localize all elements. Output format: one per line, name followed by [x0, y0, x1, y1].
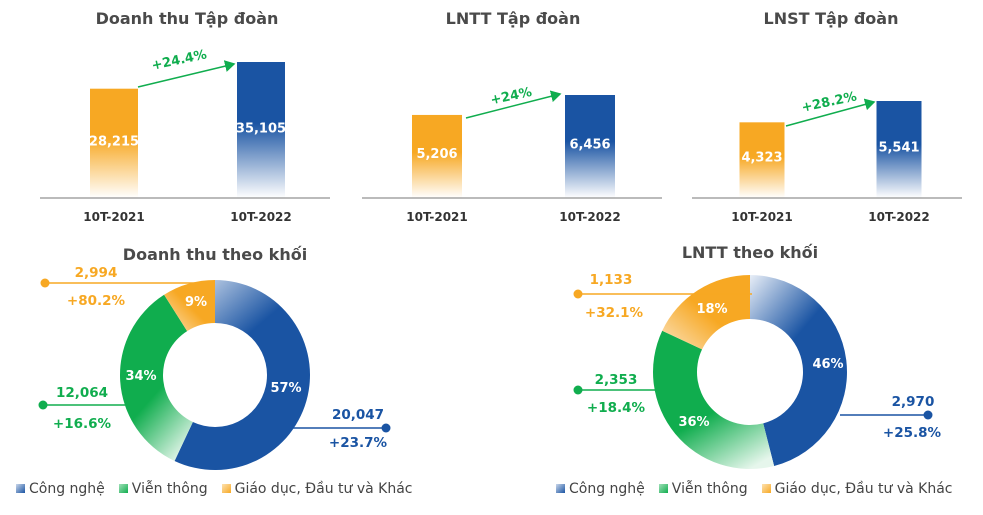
callout-dot-icon [38, 400, 48, 410]
chart-title: LNTT theo khối [682, 243, 818, 262]
bar-value-label: 5,541 [878, 140, 919, 155]
slice-value-label: 2,970 [892, 394, 935, 410]
growth-label: +24.4% [150, 47, 208, 73]
slice-value-label: 2,353 [595, 372, 638, 388]
legend-label: Công nghệ [29, 481, 105, 497]
chart-title: Doanh thu theo khối [123, 245, 307, 264]
bar [237, 62, 285, 198]
bar-value-label: 28,215 [89, 135, 139, 150]
donut-slice [750, 275, 847, 466]
slice-value-label: 20,047 [332, 407, 384, 423]
legend-profit: Công nghệ Viễn thông Giáo dục, Đầu tư và… [556, 481, 953, 497]
green-swatch-icon [658, 484, 668, 493]
legend-item-vien-thong: Viễn thông [118, 481, 208, 497]
x-tick-label: 10T-2022 [559, 210, 621, 224]
legend-item-vien-thong: Viễn thông [658, 481, 748, 497]
callout-dot-icon [40, 278, 50, 288]
growth-arrow [137, 60, 236, 88]
legend-item-cong-nghe: Công nghệ [556, 481, 645, 497]
callout-dot-icon [923, 410, 933, 420]
bar-value-label: 6,456 [569, 138, 610, 153]
donut-slice [652, 330, 775, 470]
legend-label: Viễn thông [671, 481, 748, 497]
x-tick-label: 10T-2021 [83, 210, 145, 224]
blue-swatch-icon [16, 484, 25, 493]
callout-dot-icon [573, 385, 583, 395]
legend-revenue: Công nghệ Viễn thông Giáo dục, Đầu tư và… [16, 481, 413, 497]
green-swatch-icon [118, 484, 128, 493]
callout-dot-icon [573, 289, 583, 299]
legend-item-giao-duc: Giáo dục, Đầu tư và Khác [761, 481, 953, 497]
donut-slice [174, 280, 311, 470]
x-tick-label: 10T-2021 [731, 210, 793, 224]
slice-growth-label: +23.7% [329, 435, 388, 451]
slice-growth-label: +16.6% [53, 416, 112, 432]
slice-growth-label: +25.8% [883, 425, 942, 441]
slice-value-label: 2,994 [75, 265, 118, 281]
blue-swatch-icon [556, 484, 565, 493]
x-tick-label: 10T-2022 [230, 210, 292, 224]
chart-title: LNST Tập đoàn [764, 9, 899, 28]
slice-percent-label: 57% [270, 381, 301, 396]
legend-item-cong-nghe: Công nghệ [16, 481, 105, 497]
growth-label: +28.2% [800, 89, 858, 115]
bar [565, 95, 615, 198]
growth-arrow [785, 98, 876, 127]
chart-title: Doanh thu Tập đoàn [96, 9, 279, 28]
slice-percent-label: 36% [678, 415, 709, 430]
growth-arrow [465, 90, 562, 119]
bar-value-label: 4,323 [741, 151, 782, 166]
slice-growth-label: +80.2% [67, 293, 126, 309]
slice-value-label: 1,133 [590, 272, 633, 288]
legend-label: Giáo dục, Đầu tư và Khác [234, 481, 413, 497]
legend-label: Viễn thông [131, 481, 208, 497]
slice-percent-label: 18% [696, 302, 727, 317]
slice-percent-label: 9% [185, 295, 207, 310]
donut-slice [164, 280, 215, 332]
bar-value-label: 5,206 [416, 147, 457, 162]
orange-swatch-icon [221, 484, 231, 493]
chart-title: LNTT Tập đoàn [446, 9, 581, 28]
legend-label: Công nghệ [569, 481, 645, 497]
slice-value-label: 12,064 [56, 385, 108, 401]
legend-item-giao-duc: Giáo dục, Đầu tư và Khác [221, 481, 413, 497]
callout-dot-icon [381, 423, 391, 433]
slice-growth-label: +18.4% [587, 400, 646, 416]
bar [876, 101, 922, 198]
bar [90, 88, 138, 198]
donut-slice [119, 294, 193, 461]
x-tick-label: 10T-2022 [868, 210, 930, 224]
legend-label: Giáo dục, Đầu tư và Khác [774, 481, 953, 497]
bar [412, 114, 462, 198]
bar [739, 122, 785, 198]
orange-swatch-icon [761, 484, 771, 493]
bar-value-label: 35,105 [236, 122, 286, 137]
growth-label: +24% [489, 85, 533, 108]
slice-growth-label: +32.1% [585, 305, 644, 321]
slice-percent-label: 34% [125, 369, 156, 384]
slice-percent-label: 46% [812, 357, 843, 372]
x-tick-label: 10T-2021 [406, 210, 468, 224]
